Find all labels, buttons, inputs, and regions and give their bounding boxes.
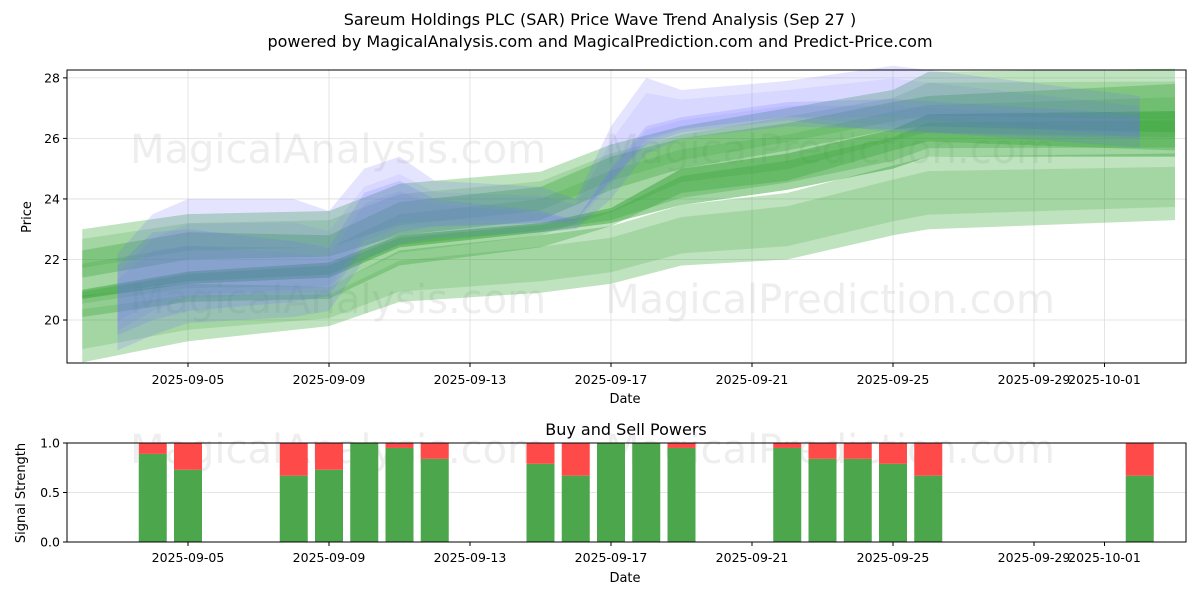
buy-bar — [632, 443, 661, 542]
main-x-axis-label: Date — [609, 392, 640, 407]
sell-bar — [808, 443, 837, 459]
main-y-ticks: 20 22 24 26 28 — [44, 70, 67, 328]
power-x-tick-label: 2025-09-09 — [293, 550, 366, 565]
power-y-tick-label: 1.0 — [40, 436, 60, 451]
buy-bar — [174, 469, 202, 542]
main-x-tick-label: 2025-09-13 — [434, 372, 507, 387]
sell-bar — [843, 443, 872, 459]
green-band-wide — [82, 153, 1175, 363]
sell-bar — [1125, 443, 1154, 476]
power-y-ticks: 0.0 0.5 1.0 — [40, 436, 67, 550]
buy-bar — [1125, 475, 1154, 542]
main-y-axis-label: Price — [20, 201, 35, 233]
power-x-tick-label: 2025-09-05 — [152, 550, 225, 565]
main-x-tick-label: 2025-09-29 — [998, 372, 1071, 387]
power-chart-title: Buy and Sell Powers — [545, 420, 707, 439]
sell-bar — [420, 443, 449, 459]
power-x-tick-label: 2025-09-21 — [716, 550, 789, 565]
buy-bar — [385, 447, 414, 542]
power-bars — [138, 443, 1154, 542]
green-band-main — [82, 83, 1175, 317]
buy-bar — [773, 447, 802, 542]
buy-bar — [138, 453, 167, 542]
green-band-wide-core — [82, 166, 1175, 350]
blue-band-lower — [117, 99, 1140, 336]
main-x-tick-label: 2025-09-09 — [293, 372, 366, 387]
sell-bar — [526, 443, 555, 464]
buy-bar — [879, 463, 907, 542]
watermark-main-2: MagicalPrediction.com — [605, 127, 1055, 173]
watermark-main-3: MagicalAnalysis.com — [130, 277, 546, 323]
main-x-tick-label: 2025-09-25 — [857, 372, 930, 387]
sell-bar — [315, 443, 343, 470]
chart-title: Sareum Holdings PLC (SAR) Price Wave Tre… — [343, 10, 857, 29]
buy-bar — [914, 475, 943, 542]
main-x-tick-label: 2025-09-21 — [716, 372, 789, 387]
sell-bar — [174, 443, 202, 470]
sell-bar — [879, 443, 907, 464]
sell-bar — [385, 443, 414, 448]
main-x-ticks: 2025-09-05 2025-09-09 2025-09-13 2025-09-17… — [152, 363, 1141, 387]
sell-bar — [279, 443, 308, 476]
blue-band-lower-core — [117, 105, 1140, 322]
main-y-tick-label: 22 — [44, 252, 60, 267]
buy-bar — [808, 458, 837, 542]
green-band-upper-core — [82, 81, 1175, 268]
power-x-tick-label: 2025-09-29 — [998, 550, 1071, 565]
watermark-main-4: MagicalPrediction.com — [605, 277, 1055, 323]
blue-band-upper — [117, 65, 1140, 351]
main-y-tick-label: 24 — [44, 191, 60, 206]
price-bands — [82, 65, 1175, 363]
green-band-center-core — [82, 120, 1175, 298]
sell-bar — [667, 443, 696, 448]
chart-subtitle: powered by MagicalAnalysis.com and Magic… — [267, 32, 933, 51]
main-y-tick-label: 20 — [44, 313, 60, 328]
blue-band-upper-core — [117, 78, 1140, 331]
sell-bar — [914, 443, 943, 476]
power-x-ticks: 2025-09-05 2025-09-09 2025-09-13 2025-09-17… — [152, 542, 1141, 565]
buy-bar — [350, 443, 379, 542]
sell-bar — [773, 443, 802, 448]
power-x-tick-label: 2025-09-25 — [857, 550, 930, 565]
power-x-tick-label: 2025-10-01 — [1068, 550, 1141, 565]
buy-bar — [843, 458, 872, 542]
buy-bar — [315, 469, 343, 542]
buy-bar — [526, 463, 555, 542]
sell-bar — [561, 443, 590, 476]
green-band-main-core — [82, 97, 1175, 304]
power-y-tick-label: 0.5 — [40, 485, 60, 500]
green-band-center — [82, 111, 1175, 299]
buy-bar — [667, 447, 696, 542]
buy-bar — [597, 443, 625, 542]
sell-bar — [138, 443, 167, 454]
green-band-upper — [82, 68, 1175, 278]
main-x-tick-label: 2025-09-05 — [152, 372, 225, 387]
buy-bar — [279, 475, 308, 542]
main-x-tick-label: 2025-09-17 — [575, 372, 648, 387]
main-gridlines — [67, 70, 1186, 363]
power-y-tick-label: 0.0 — [40, 535, 60, 550]
buy-bar — [561, 475, 590, 542]
power-x-axis-label: Date — [609, 571, 640, 586]
main-x-tick-label: 2025-10-01 — [1068, 372, 1141, 387]
main-y-tick-label: 28 — [44, 70, 60, 85]
power-x-tick-label: 2025-09-13 — [434, 550, 507, 565]
watermark-main-1: MagicalAnalysis.com — [130, 127, 546, 173]
power-x-tick-label: 2025-09-17 — [575, 550, 648, 565]
main-plot-frame — [66, 69, 1187, 364]
buy-bar — [420, 458, 449, 542]
main-y-tick-label: 26 — [44, 131, 60, 146]
power-y-axis-label: Signal Strength — [14, 443, 29, 543]
